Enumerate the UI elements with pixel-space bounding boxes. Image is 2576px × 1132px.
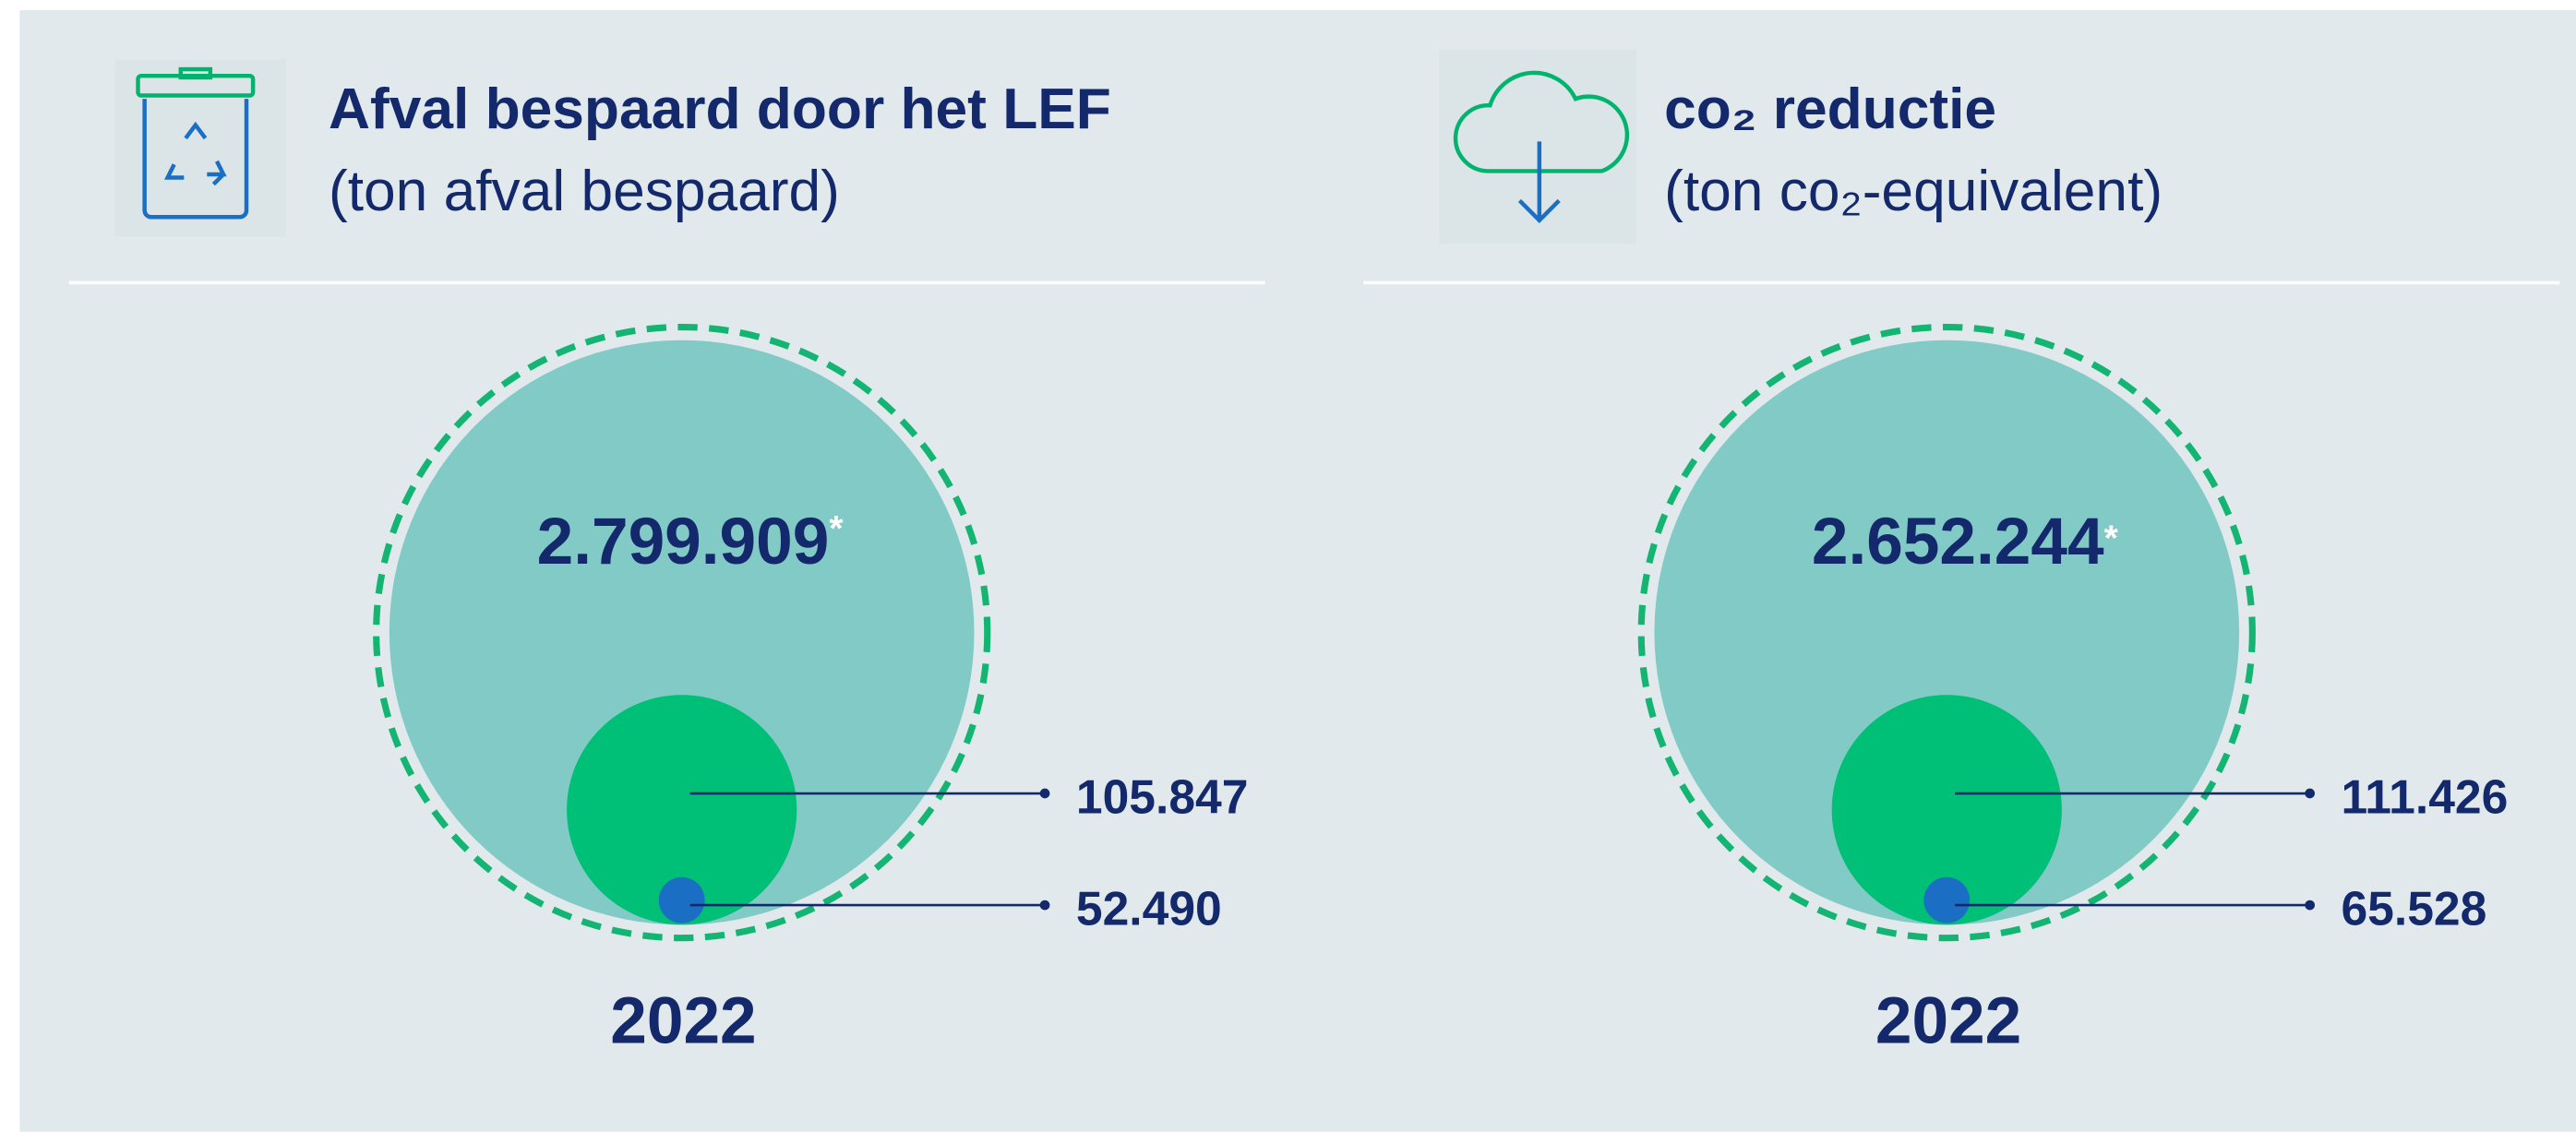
middle-label: 111.426 [2341,769,2508,823]
footnote-marker: * [829,509,844,549]
middle-circle [1831,695,2062,925]
panel-waste: Afval bespaard door het LEF (ton afval b… [68,59,1265,1058]
outer-circle [389,340,975,925]
leader-dot [2305,900,2315,911]
leader-dot [1039,900,1050,911]
total-number: 2.652.244 [1812,506,2104,578]
panel-co2: co₂ reductie (ton co₂-equivalent) 2.652.… [1363,49,2560,1058]
leader-dot [2305,788,2315,799]
dashed-ring [373,323,991,942]
icon-tile [114,59,286,237]
middle-label: 105.847 [1076,769,1249,823]
total-number: 2.799.909 [537,506,830,578]
panel-subtitle: (ton co₂-equivalent) [1664,160,2163,223]
footnote-marker: * [2104,519,2119,559]
total-value: 2.799.909* [537,506,845,578]
leader-dot [1039,788,1050,799]
bin-icon [136,66,256,220]
inner-circle [1923,876,1971,923]
middle-circle [567,695,797,925]
panel-title: Afval bespaard door het LEF [329,77,1111,141]
inner-label: 65.528 [2341,881,2486,935]
arrow-icon [1517,141,1561,223]
year-label: 2022 [610,985,756,1058]
cloud-icon [1453,70,1630,173]
inner-circle [658,876,705,923]
year-label: 2022 [1875,985,2021,1058]
total-value: 2.652.244* [1812,506,2119,578]
inner-label: 52.490 [1076,881,1222,935]
panel-subtitle: (ton afval bespaard) [329,160,840,223]
outer-circle [1654,340,2240,925]
panel-title: co₂ reductie [1664,77,1996,141]
dashed-ring [1637,323,2256,942]
